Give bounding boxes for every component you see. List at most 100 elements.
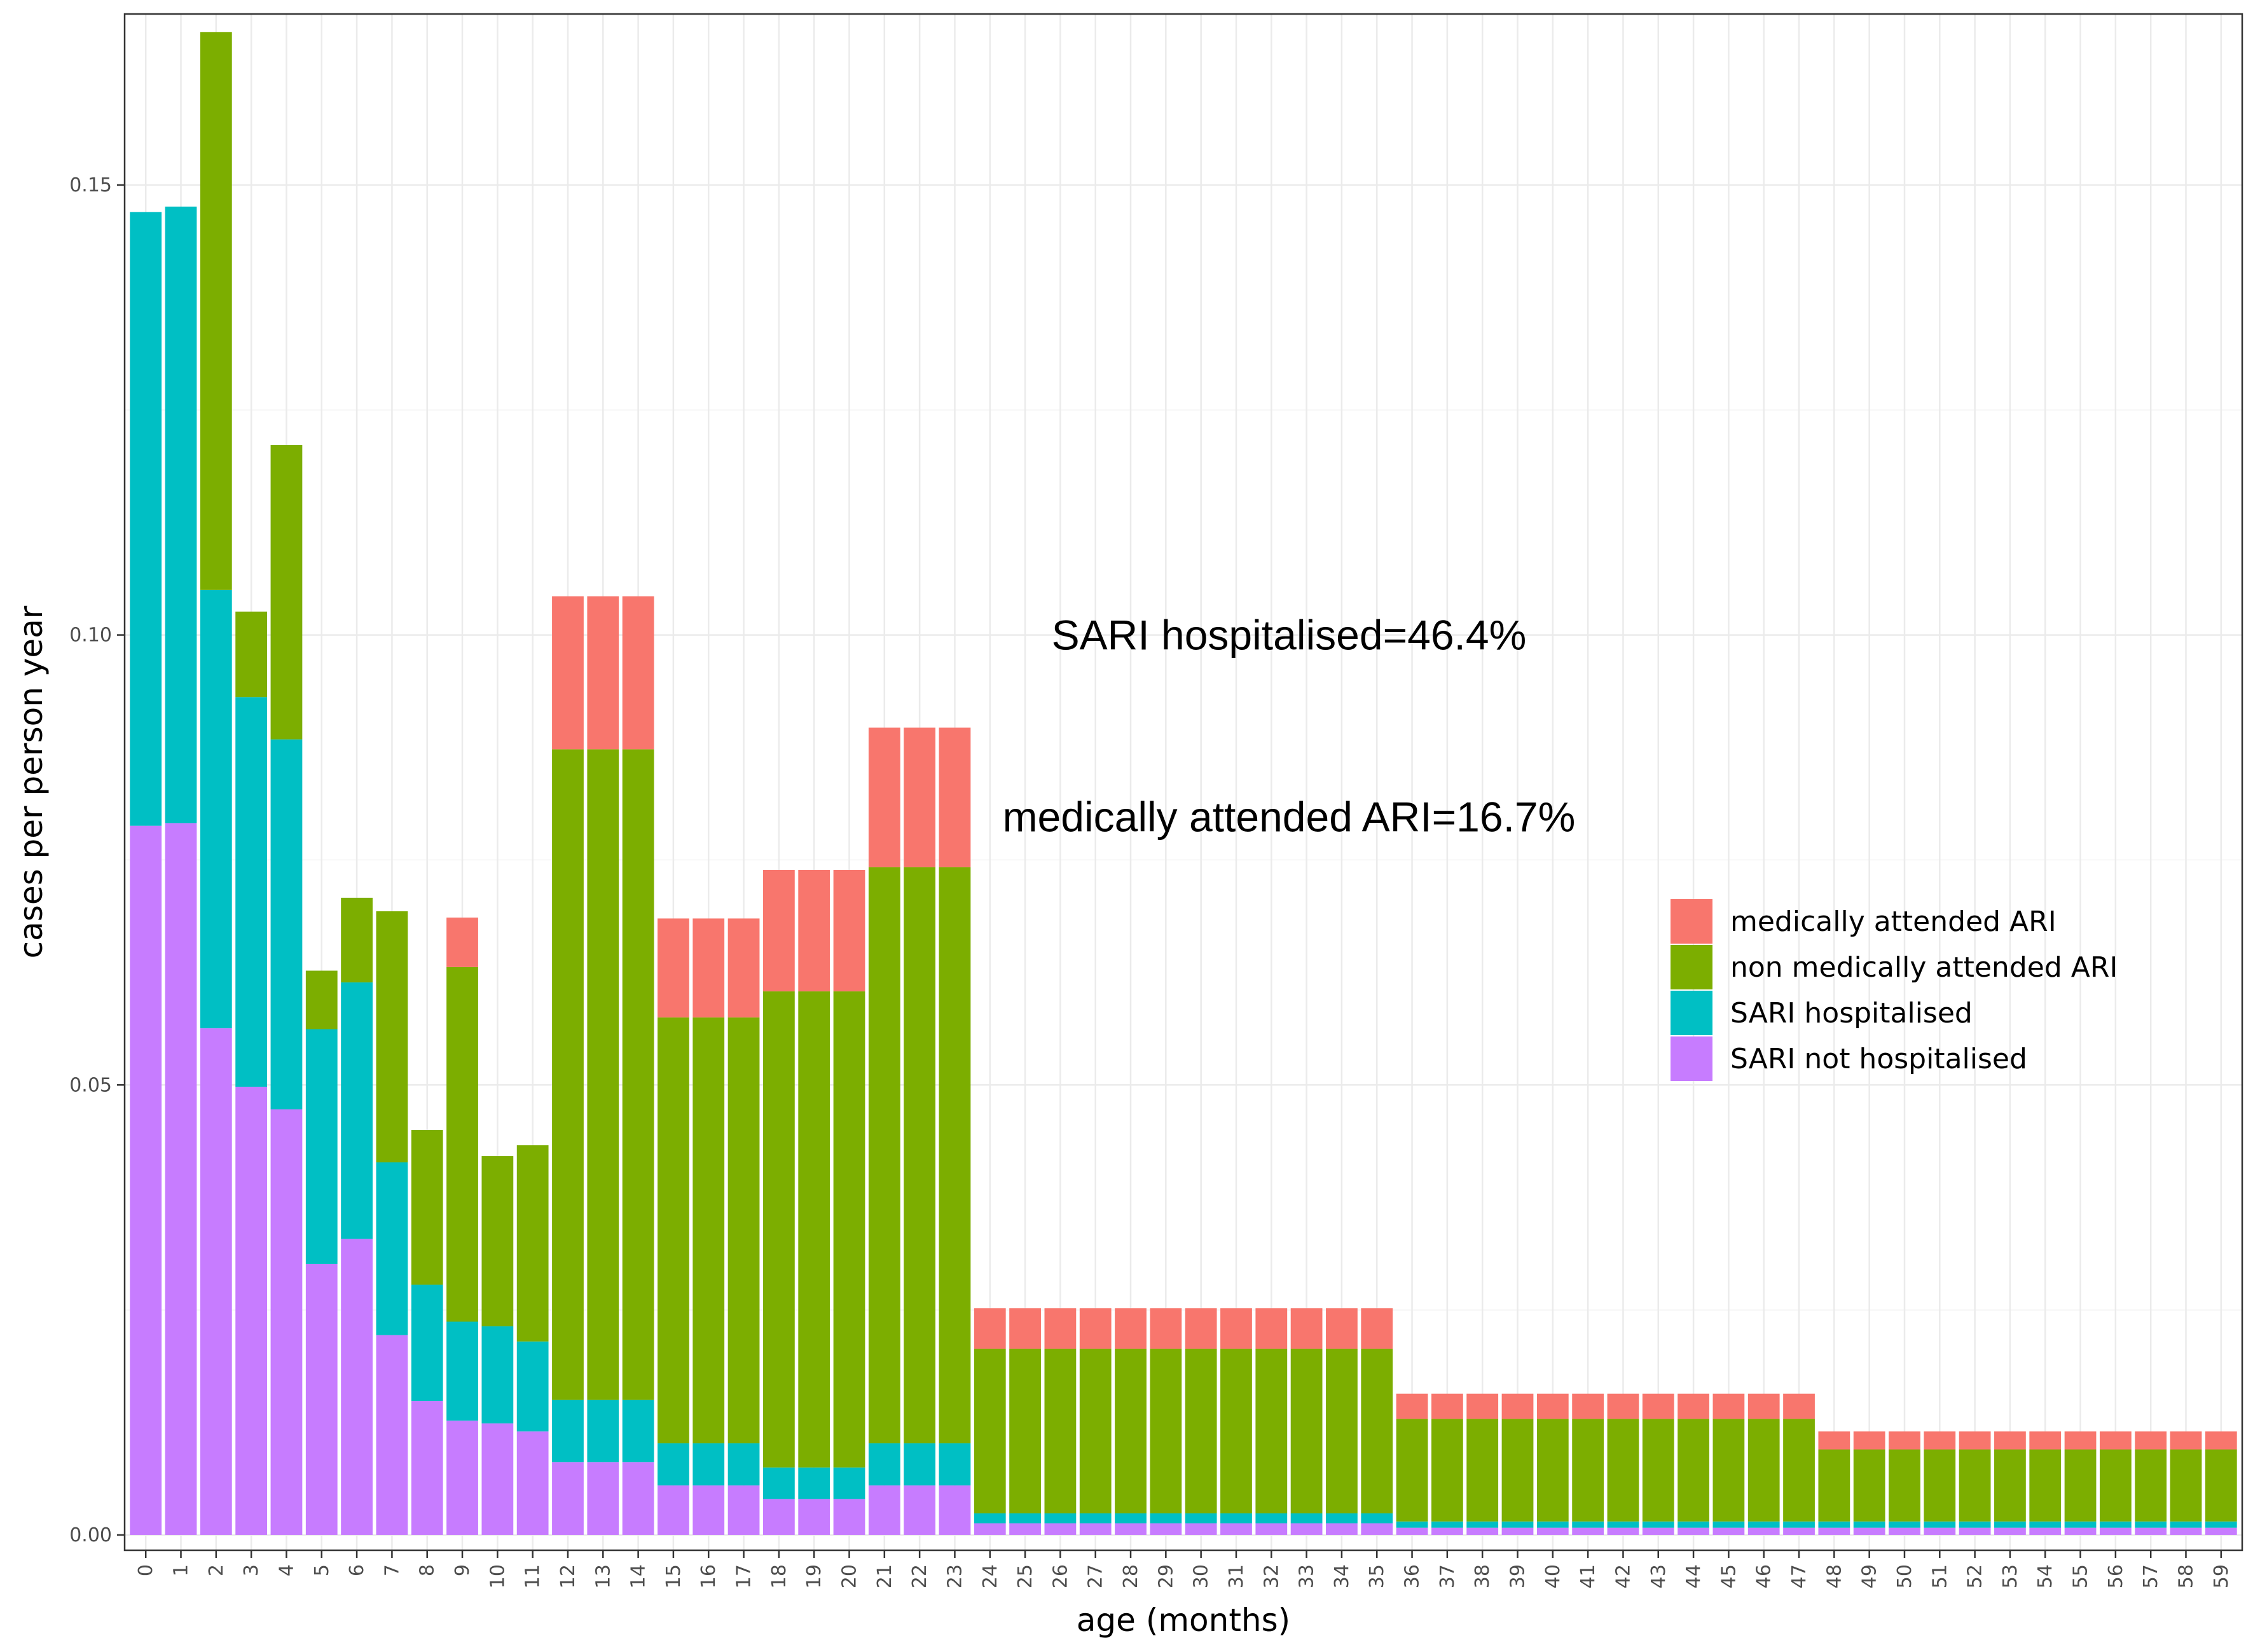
bar-segment-36-2 [1396,1419,1428,1522]
bar-segment-37-2 [1431,1419,1463,1522]
bar-segment-44-0 [1678,1527,1709,1535]
y-tick-label: 0.10 [69,624,112,647]
bar-segment-5-1 [305,1029,338,1264]
bar-segment-55-3 [2064,1431,2097,1450]
x-tick-label: 50 [1894,1564,1916,1588]
bar-segment-19-1 [798,1467,830,1499]
bar-segment-13-0 [587,1462,619,1535]
bar-segment-2-2 [200,32,232,590]
bar-segment-20-1 [833,1467,865,1499]
bar-segment-55-2 [2064,1449,2097,1522]
legend-label: SARI not hospitalised [1730,1043,2027,1075]
annotation-medically-attended: medically attended ARI=16.7% [1003,793,1576,840]
x-tick-label: 12 [557,1564,579,1588]
bar-segment-24-3 [974,1308,1006,1349]
bar-segment-3-1 [235,697,268,1087]
bar-segment-53-1 [1994,1521,2026,1528]
bar-segment-23-2 [939,867,971,1443]
x-tick-label: 35 [1366,1564,1388,1588]
bar-segment-31-2 [1220,1348,1252,1513]
bar-segment-30-1 [1185,1513,1217,1524]
bar-segment-33-2 [1290,1348,1323,1513]
bar-segment-31-1 [1220,1513,1252,1524]
bar-segment-58-2 [2170,1449,2202,1522]
bar-segment-50-3 [1889,1431,1920,1450]
x-tick-label: 3 [240,1564,263,1576]
bar-segment-44-2 [1678,1419,1709,1522]
bar-segment-17-0 [727,1485,760,1535]
bar-segment-9-1 [446,1321,478,1421]
bar-segment-4-2 [270,444,303,740]
bar-segment-29-2 [1150,1348,1182,1513]
bar-segment-48-3 [1818,1431,1850,1450]
bar-segment-40-2 [1536,1419,1569,1522]
bar-segment-40-0 [1536,1527,1569,1535]
x-axis-title: age (months) [1077,1602,1290,1639]
x-tick-label: 28 [1120,1564,1142,1588]
bar-segment-34-1 [1326,1513,1358,1524]
x-tick-label: 4 [275,1564,298,1576]
bar-segment-15-0 [658,1485,689,1535]
x-tick-label: 11 [522,1564,544,1588]
bar-segment-1-1 [165,206,197,823]
bar-segment-59-2 [2205,1449,2237,1522]
bar-segment-47-2 [1783,1419,1815,1522]
bar-segment-39-1 [1501,1521,1534,1528]
bar-segment-14-3 [622,596,654,750]
bar-segment-10-2 [481,1156,514,1326]
bar-segment-56-3 [2099,1431,2132,1450]
x-tick-label: 1 [170,1564,193,1576]
bar-segment-36-1 [1396,1521,1428,1528]
y-tick-label: 0.05 [69,1074,112,1096]
x-tick-label: 32 [1260,1564,1283,1588]
bar-segment-27-1 [1079,1513,1112,1524]
bar-segment-12-0 [552,1462,584,1535]
bar-segment-37-3 [1431,1393,1463,1419]
bar-segment-7-1 [376,1162,408,1335]
bar-segment-41-0 [1572,1527,1604,1535]
bar-segment-4-1 [270,739,303,1110]
bar-segment-8-0 [411,1401,443,1535]
legend-key [1671,1036,1712,1081]
bar-segment-22-3 [904,727,936,867]
bar-segment-51-0 [1924,1527,1956,1535]
bar-segment-41-1 [1572,1521,1604,1528]
bar-segment-16-0 [692,1485,725,1535]
bar-segment-0-0 [130,825,162,1535]
bar-segment-25-2 [1009,1348,1041,1513]
bar-segment-54-3 [2029,1431,2062,1450]
bar-segment-56-1 [2099,1521,2132,1528]
x-tick-label: 36 [1402,1564,1424,1588]
bar-segment-49-2 [1853,1449,1885,1522]
bar-segment-42-2 [1607,1419,1639,1522]
bar-segment-38-3 [1466,1393,1499,1419]
bar-segment-52-2 [1959,1449,1991,1522]
bar-segment-32-2 [1255,1348,1288,1513]
bar-segment-33-1 [1290,1513,1323,1524]
x-tick-label: 46 [1753,1564,1775,1588]
x-tick-label: 15 [663,1564,685,1588]
bar-segment-17-3 [727,918,760,1018]
bar-segment-51-1 [1924,1521,1956,1528]
legend-key [1671,991,1712,1035]
bar-segment-18-0 [762,1499,795,1535]
x-tick-label: 8 [417,1564,439,1576]
bar-segment-9-2 [446,967,478,1322]
x-tick-label: 0 [135,1564,157,1576]
bar-segment-58-0 [2170,1527,2202,1535]
bar-segment-35-0 [1361,1523,1393,1535]
bar-segment-31-0 [1220,1523,1252,1535]
bar-segment-48-1 [1818,1521,1850,1528]
x-tick-label: 9 [451,1564,474,1576]
bar-segment-32-3 [1255,1308,1288,1349]
bar-segment-33-3 [1290,1308,1323,1349]
bar-segment-30-0 [1185,1523,1217,1535]
bar-segment-47-3 [1783,1393,1815,1419]
bar-segment-34-3 [1326,1308,1358,1349]
bar-segment-13-1 [587,1400,619,1463]
bar-segment-14-1 [622,1400,654,1463]
bar-segment-30-3 [1185,1308,1217,1349]
x-tick-label: 20 [839,1564,861,1588]
bar-segment-37-0 [1431,1527,1463,1535]
bar-segment-49-3 [1853,1431,1885,1450]
